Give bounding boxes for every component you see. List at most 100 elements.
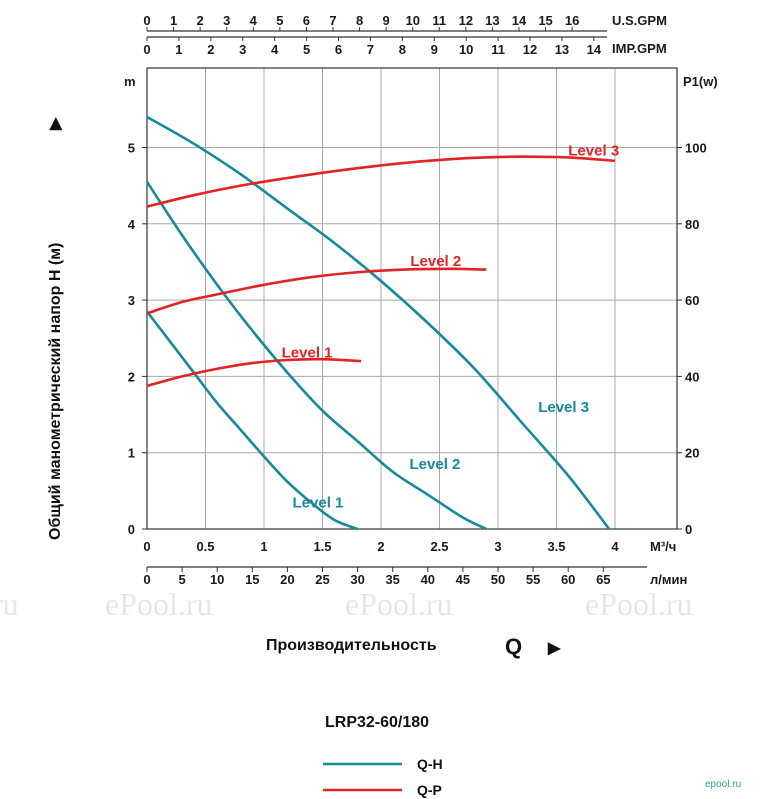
lmin-tick-label: 55 — [526, 572, 540, 587]
lmin-tick-label: 0 — [143, 572, 150, 587]
corner-watermark: epool.ru — [705, 779, 741, 790]
qh-curve-level-1 — [145, 310, 359, 531]
lmin-tick-label: 40 — [421, 572, 435, 587]
qp-curve-label-level-1: Level 1 — [282, 345, 333, 362]
lmin-tick-label: 5 — [178, 572, 185, 587]
x-axis-arrow: ▶ — [547, 640, 561, 657]
impgpm-tick-label: 6 — [335, 42, 342, 57]
bottom-tick-label: 1.5 — [313, 539, 331, 554]
usgpm-tick-label: 5 — [276, 13, 283, 28]
bottom-axis-unit-lmin: л/мин — [650, 572, 687, 587]
legend-label-qp: Q-P — [417, 782, 442, 798]
right-tick-label: 0 — [685, 522, 692, 537]
bottom-tick-label: 2.5 — [430, 539, 448, 554]
qh-curve-level-3 — [146, 115, 611, 530]
impgpm-tick-label: 1 — [175, 42, 182, 57]
right-tick-label: 20 — [685, 446, 699, 461]
qp-curve-level-2 — [146, 267, 487, 315]
usgpm-tick-label: 9 — [383, 13, 390, 28]
impgpm-tick-label: 4 — [271, 42, 279, 57]
right-tick-label: 60 — [685, 293, 699, 308]
bottom-tick-label: 3.5 — [547, 539, 565, 554]
qh-curve-label-level-2: Level 2 — [410, 456, 461, 473]
right-tick-label: 80 — [685, 217, 699, 232]
lmin-tick-label: 10 — [210, 572, 224, 587]
lmin-tick-label: 20 — [280, 572, 294, 587]
top-axis-unit-usgpm: U.S.GPM — [612, 13, 667, 28]
bottom-tick-label: 0.5 — [196, 539, 214, 554]
usgpm-tick-label: 2 — [197, 13, 204, 28]
impgpm-tick-label: 2 — [207, 42, 214, 57]
usgpm-tick-label: 1 — [170, 13, 177, 28]
impgpm-tick-label: 0 — [143, 42, 150, 57]
bottom-tick-label: 2 — [377, 539, 384, 554]
usgpm-tick-label: 14 — [512, 13, 527, 28]
bottom-tick-label: 1 — [260, 539, 267, 554]
impgpm-tick-label: 3 — [239, 42, 246, 57]
left-tick-label: 4 — [128, 217, 136, 232]
x-axis-symbol: Q — [505, 634, 522, 659]
left-axis: 0 1 2 3 4 5 — [128, 141, 147, 537]
impgpm-tick-label: 10 — [459, 42, 473, 57]
legend: Q-H Q-P — [323, 756, 443, 798]
lmin-tick-label: 25 — [315, 572, 329, 587]
curves — [145, 115, 616, 531]
left-axis-unit: m — [124, 74, 136, 89]
y-axis-title: Общий манометрический напор H (м) ▶ — [47, 117, 64, 540]
bottom-axes: 0 0.5 1 1.5 2 2.5 3 3.5 40 5 10 15 20 25 30 35 40 45 50 55 6… — [143, 539, 647, 587]
watermark-text: ePool.ru — [105, 586, 213, 622]
impgpm-tick-label: 13 — [555, 42, 569, 57]
usgpm-tick-label: 8 — [356, 13, 363, 28]
qp-curve-level-1 — [146, 357, 362, 388]
usgpm-tick-label: 4 — [250, 13, 258, 28]
y-axis-arrow: ▶ — [47, 117, 64, 131]
impgpm-tick-label: 7 — [367, 42, 374, 57]
bottom-tick-label: 0 — [143, 539, 150, 554]
bottom-tick-label: 3 — [494, 539, 501, 554]
lmin-tick-label: 45 — [456, 572, 470, 587]
legend-label-qh: Q-H — [417, 756, 443, 772]
left-tick-label: 0 — [128, 522, 135, 537]
top-axes: 0 1 2 3 4 5 6 7 8 9 10 11 12 13 14 15 160 1 2 3 4 5 6 7 8 9 10 11 12… — [143, 13, 607, 57]
right-tick-label: 100 — [685, 141, 707, 156]
qp-curve-level-3 — [146, 155, 616, 208]
chart-title: LRP32-60/180 — [325, 714, 429, 731]
usgpm-tick-label: 3 — [223, 13, 230, 28]
usgpm-tick-label: 0 — [143, 13, 150, 28]
left-tick-label: 5 — [128, 141, 135, 156]
impgpm-tick-label: 8 — [399, 42, 406, 57]
usgpm-tick-label: 16 — [565, 13, 579, 28]
watermark-text: ru — [0, 586, 19, 622]
right-tick-label: 40 — [685, 369, 699, 384]
qp-curve-label-level-2: Level 2 — [410, 253, 461, 270]
watermark-text: ePool.ru — [345, 586, 453, 622]
usgpm-tick-label: 10 — [405, 13, 419, 28]
grid — [147, 68, 677, 529]
lmin-tick-label: 60 — [561, 572, 575, 587]
impgpm-tick-label: 14 — [587, 42, 602, 57]
bottom-tick-label: 4 — [611, 539, 619, 554]
impgpm-tick-label: 5 — [303, 42, 310, 57]
usgpm-tick-label: 11 — [432, 13, 446, 28]
curve-labels: Level 1 Level 2 Level 3 Level 1 Level 2 Level… — [282, 142, 620, 511]
watermark-layer: ru ePool.ru ePool.ru ePool.ru — [0, 586, 693, 622]
usgpm-tick-label: 7 — [329, 13, 336, 28]
qh-curve-level-2 — [145, 181, 487, 531]
lmin-tick-label: 50 — [491, 572, 505, 587]
usgpm-tick-label: 15 — [538, 13, 552, 28]
qp-curve-label-level-3: Level 3 — [568, 142, 619, 159]
lmin-tick-label: 30 — [350, 572, 364, 587]
lmin-tick-label: 65 — [596, 572, 610, 587]
top-axis-unit-impgpm: IMP.GPM — [612, 41, 667, 56]
impgpm-tick-label: 11 — [491, 42, 505, 57]
left-tick-label: 3 — [128, 293, 135, 308]
left-tick-label: 1 — [128, 446, 135, 461]
usgpm-tick-label: 6 — [303, 13, 310, 28]
usgpm-tick-label: 13 — [485, 13, 499, 28]
right-axis: 0 20 40 60 80 100 — [677, 141, 707, 537]
y-axis-label: Общий манометрический напор H (м) — [47, 243, 64, 540]
x-axis-label: Производительность — [266, 637, 437, 654]
left-tick-label: 2 — [128, 369, 135, 384]
lmin-tick-label: 35 — [385, 572, 399, 587]
